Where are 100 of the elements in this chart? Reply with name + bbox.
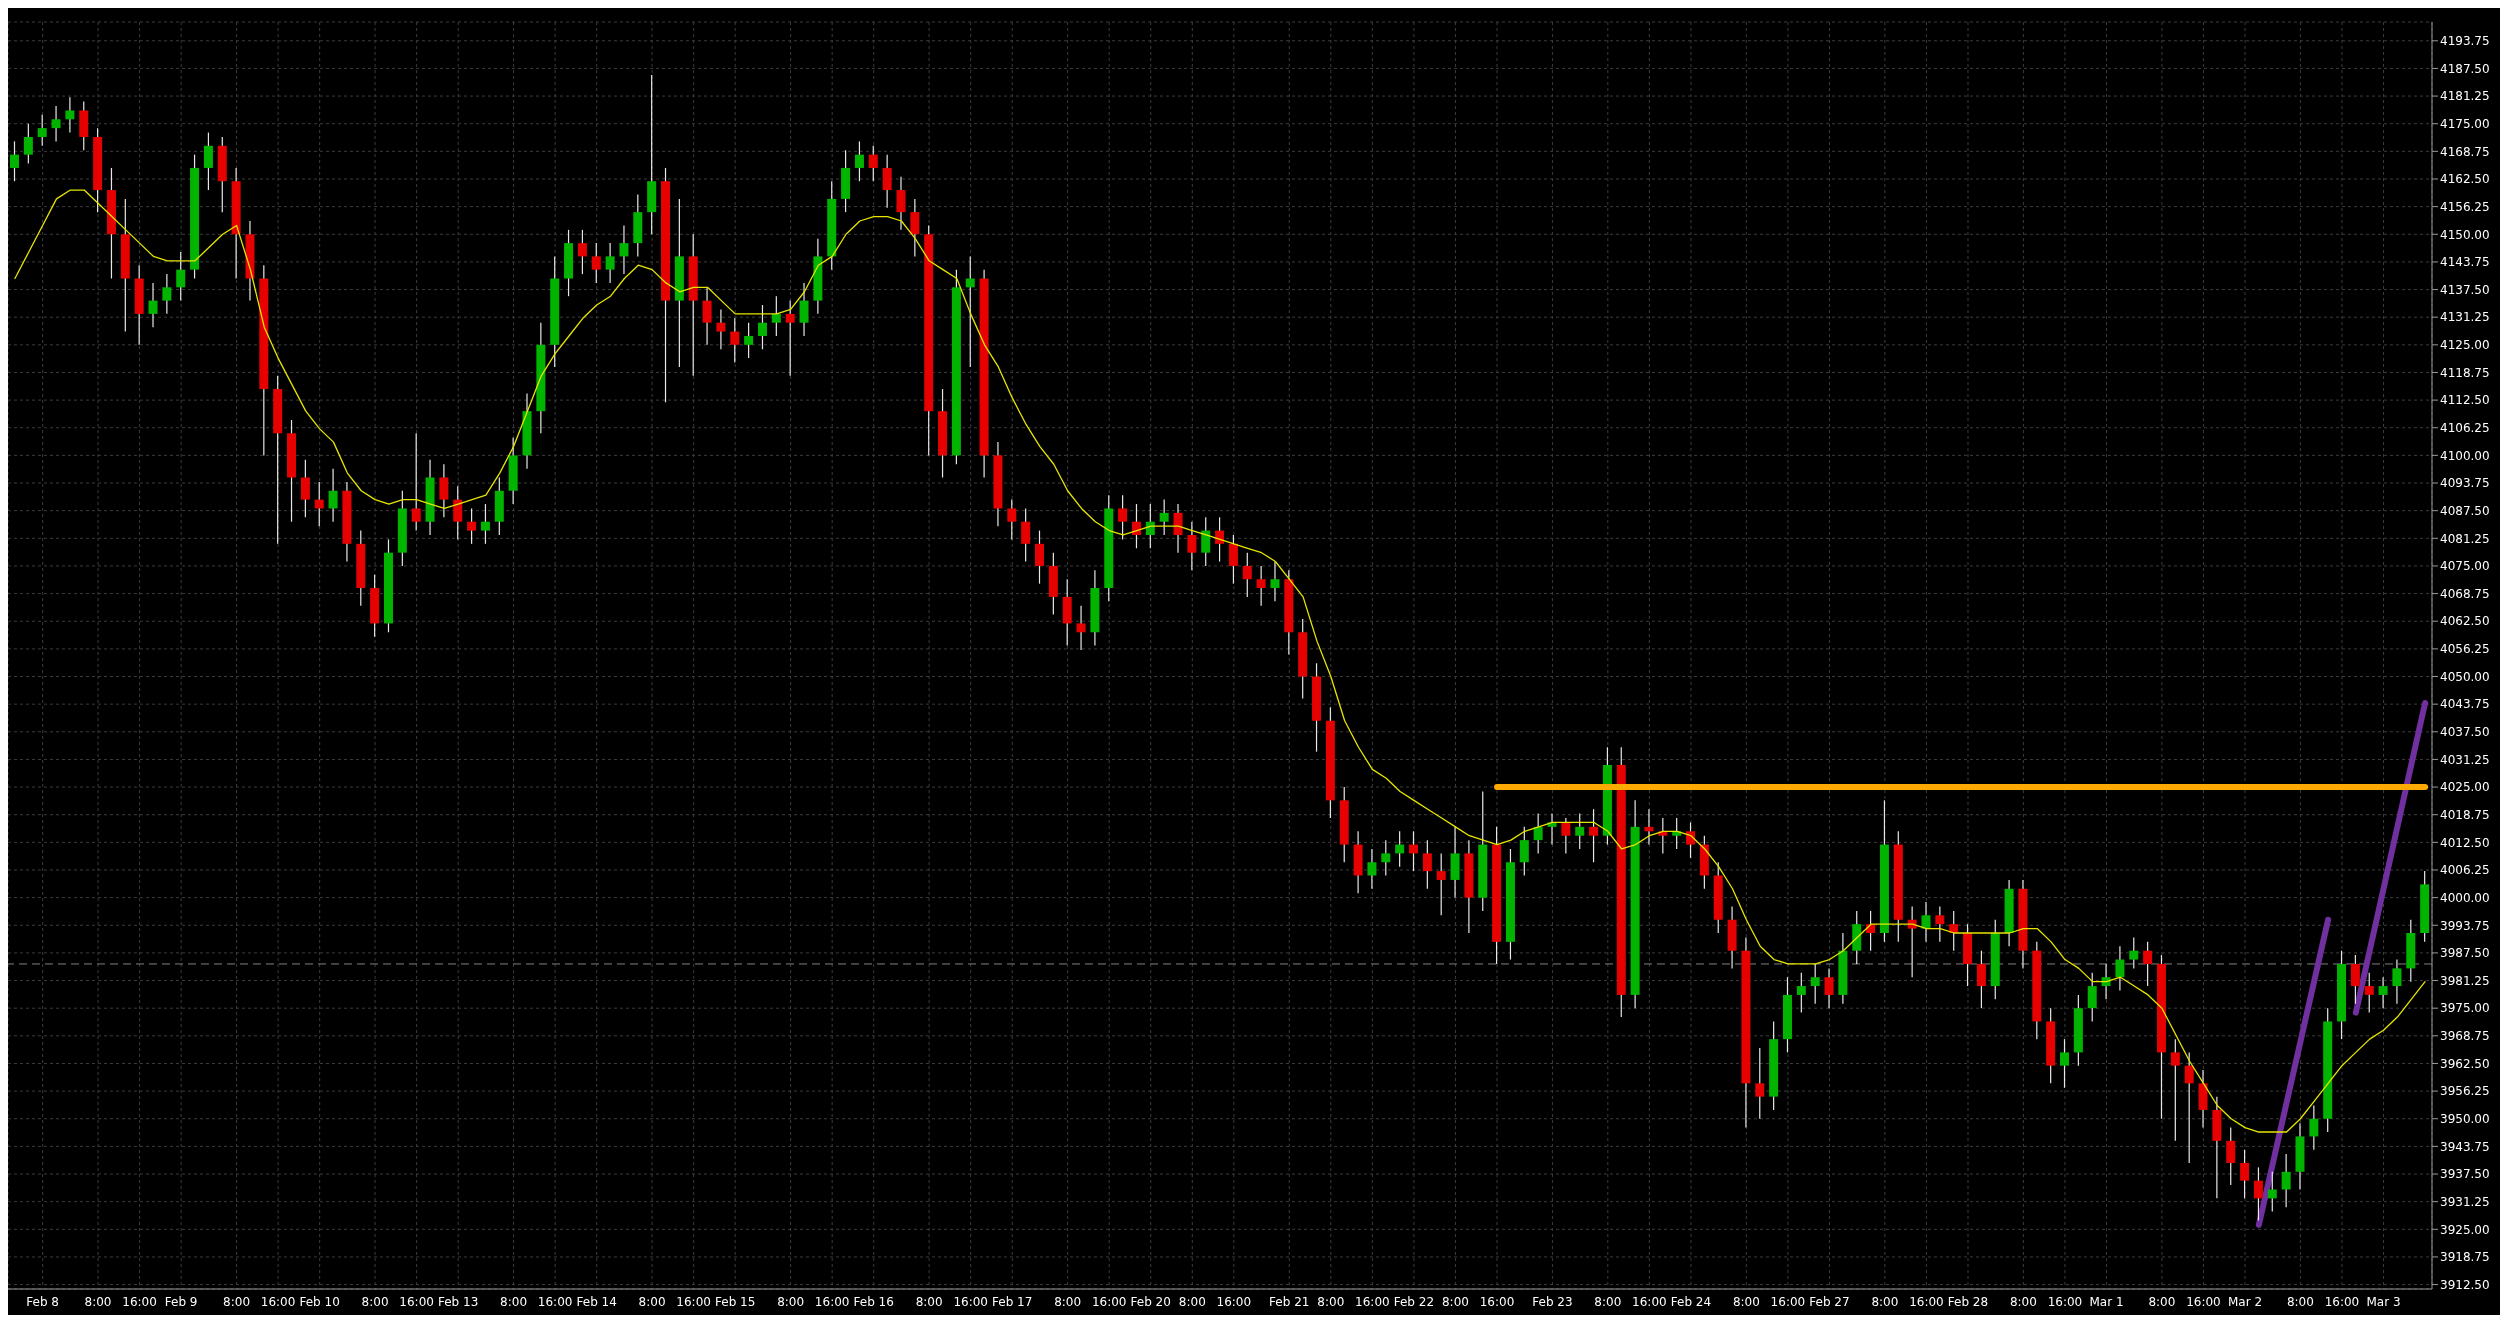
candlestick xyxy=(868,145,878,182)
y-tick-label: 4156.25 xyxy=(2440,199,2490,214)
x-tick-label: 8:00 xyxy=(2009,1294,2037,1309)
x-tick-label: 8:00 xyxy=(1594,1294,1622,1309)
x-tick-label: Feb 27 xyxy=(1809,1294,1850,1309)
x-tick-label: Feb 28 xyxy=(1947,1294,1989,1309)
x-tick-label: 8:00 xyxy=(500,1294,528,1309)
candlestick xyxy=(2253,1166,2263,1222)
x-tick-label: Mar 3 xyxy=(2366,1294,2401,1309)
x-tick-label: 16:00 xyxy=(122,1294,157,1309)
candlestick xyxy=(1035,529,1045,585)
x-tick-label: Feb 13 xyxy=(438,1294,479,1309)
x-tick-label: Feb 20 xyxy=(1130,1294,1171,1309)
candlestick xyxy=(2170,1038,2180,1142)
y-tick-label: 4112.50 xyxy=(2440,393,2490,408)
x-tick-label: Feb 14 xyxy=(576,1294,617,1309)
candlestick xyxy=(1367,848,1377,890)
candlestick xyxy=(910,198,920,257)
candlestick xyxy=(716,308,726,350)
y-tick-label: 4043.75 xyxy=(2440,697,2490,712)
candlestick xyxy=(37,114,47,147)
candlestick xyxy=(1159,499,1169,536)
candlestick xyxy=(439,463,449,518)
y-tick-label: 3918.75 xyxy=(2440,1250,2490,1265)
y-tick-label: 3981.25 xyxy=(2440,973,2490,988)
candlestick xyxy=(1381,839,1391,877)
y-tick-label: 4006.25 xyxy=(2440,863,2490,878)
candlestick xyxy=(896,176,906,231)
y-tick-label: 4168.75 xyxy=(2440,144,2490,159)
y-tick-label: 4093.75 xyxy=(2440,476,2490,491)
y-tick-label: 3912.50 xyxy=(2440,1277,2490,1292)
candlestick xyxy=(1270,560,1280,602)
x-tick-label: Feb 16 xyxy=(853,1294,894,1309)
candlestick xyxy=(2060,1038,2070,1089)
y-tick-label: 4031.25 xyxy=(2440,752,2490,767)
y-tick-label: 3987.50 xyxy=(2440,946,2490,961)
y-tick-label: 3943.75 xyxy=(2440,1139,2490,1154)
y-tick-label: 3956.25 xyxy=(2440,1084,2490,1099)
x-tick-label: 8:00 xyxy=(84,1294,112,1309)
y-tick-label: 4037.50 xyxy=(2440,725,2490,740)
y-tick-label: 4100.00 xyxy=(2440,448,2490,463)
candlestick xyxy=(1589,808,1599,863)
candlestick xyxy=(2226,1126,2236,1186)
candlestick xyxy=(162,273,172,315)
y-tick-label: 4131.25 xyxy=(2440,310,2490,325)
y-tick-label: 4025.00 xyxy=(2440,780,2490,795)
x-tick-label: 8:00 xyxy=(361,1294,389,1309)
candlestick xyxy=(2184,1051,2194,1164)
candlestick xyxy=(1561,817,1571,854)
candlestick xyxy=(1796,972,1806,1014)
candlestick xyxy=(785,300,795,377)
y-tick-label: 3975.00 xyxy=(2440,1001,2490,1016)
y-tick-label: 3993.75 xyxy=(2440,918,2490,933)
x-tick-label: 8:00 xyxy=(1317,1294,1345,1309)
x-tick-label: Feb 24 xyxy=(1670,1294,1712,1309)
candlestick xyxy=(65,96,75,134)
x-tick-label: Feb 17 xyxy=(992,1294,1033,1309)
candlestick xyxy=(300,459,310,518)
x-tick-label: Feb 8 xyxy=(26,1294,59,1309)
candlestick xyxy=(965,255,975,368)
y-tick-label: 3931.25 xyxy=(2440,1194,2490,1209)
candlestick xyxy=(328,468,338,523)
x-tick-label: 8:00 xyxy=(638,1294,666,1309)
candlestick xyxy=(1173,503,1183,554)
candlestick xyxy=(203,131,213,191)
candlestick xyxy=(1810,963,1820,1005)
y-tick-label: 4087.50 xyxy=(2440,503,2490,518)
candlestick xyxy=(2115,945,2125,992)
candlestick xyxy=(1118,494,1128,541)
x-tick-label: 16:00 xyxy=(2047,1294,2083,1309)
candlestick xyxy=(1076,605,1086,651)
x-tick-label: 8:00 xyxy=(2148,1294,2176,1309)
x-tick-label: 8:00 xyxy=(223,1294,251,1309)
x-tick-label: 16:00 xyxy=(1479,1294,1515,1309)
candlestick xyxy=(605,242,615,284)
candlestick xyxy=(453,485,463,541)
candlestick xyxy=(2087,972,2097,1023)
y-tick-label: 4081.25 xyxy=(2440,531,2490,546)
candlestick xyxy=(577,229,587,275)
y-tick-label: 3950.00 xyxy=(2440,1112,2490,1126)
candlestick xyxy=(411,432,421,532)
candlestick xyxy=(799,282,809,337)
x-tick-label: 8:00 xyxy=(777,1294,805,1309)
candlestick xyxy=(2392,958,2402,1005)
y-tick-label: 4150.00 xyxy=(2440,227,2490,242)
y-tick-label: 3962.50 xyxy=(2440,1056,2490,1071)
x-tick-label: 16:00 xyxy=(1091,1294,1127,1309)
candlestick xyxy=(23,123,33,165)
x-tick-label: Mar 1 xyxy=(2089,1294,2124,1309)
x-tick-label: Mar 2 xyxy=(2227,1294,2263,1309)
x-tick-label: 16:00 xyxy=(1632,1294,1667,1309)
y-tick-label: 4143.75 xyxy=(2440,255,2490,270)
candlestick xyxy=(51,105,61,142)
candlestick xyxy=(176,251,186,302)
y-tick-label: 4062.50 xyxy=(2440,614,2490,629)
candlestick xyxy=(1755,1047,1765,1120)
x-tick-label: Feb 21 xyxy=(1269,1294,1310,1309)
candlestick xyxy=(1686,821,1696,859)
y-tick-label: 4106.25 xyxy=(2440,421,2490,436)
candlestick xyxy=(1395,830,1405,868)
